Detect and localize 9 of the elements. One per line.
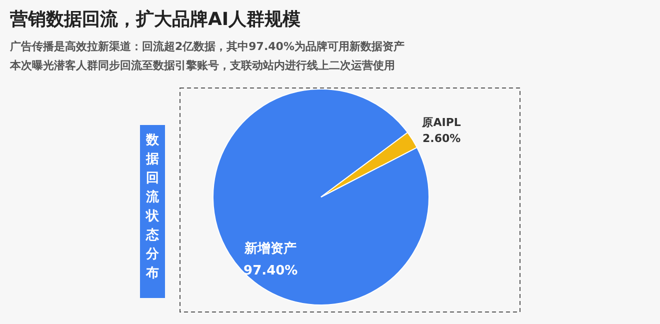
data-label: 2.60%	[422, 132, 461, 145]
slice-label: 新增资产	[244, 240, 297, 256]
pie-slice	[320, 132, 418, 198]
data-label: 97.40%	[244, 263, 298, 278]
text: 广告传播是高效拉新渠道：回流超2亿数据，其中97.40%为品牌可用新数据资产	[10, 40, 404, 53]
chart-title: 营销数据回流，扩大品牌AI人群规模	[9, 9, 301, 30]
text: 本次曝光潜客人群同步回流至数据引擎账号，支联动站内进行线上二次运营使用	[10, 59, 395, 72]
text: 数据回流状态分布	[145, 133, 160, 281]
slice-label: 原AIPL	[421, 116, 461, 129]
